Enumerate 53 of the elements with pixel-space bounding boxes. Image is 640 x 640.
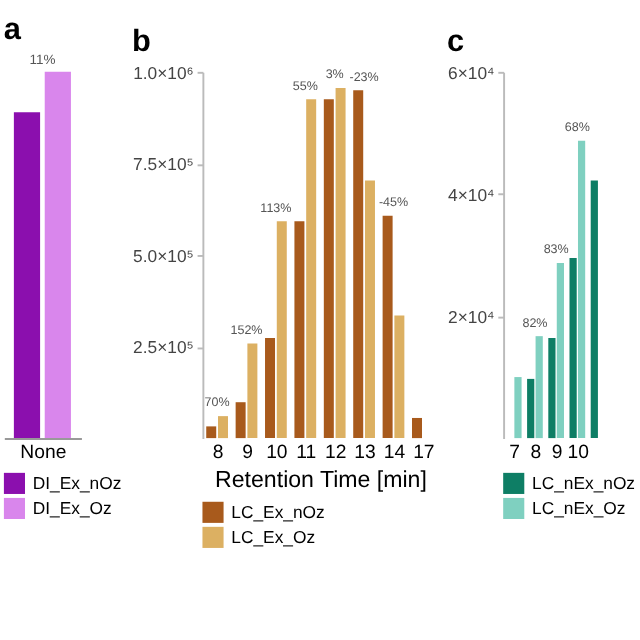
bar bbox=[535, 336, 543, 439]
y-tick-label: 2×10⁴ bbox=[448, 306, 496, 327]
bar bbox=[514, 377, 522, 439]
bar bbox=[206, 426, 217, 439]
bar bbox=[306, 99, 317, 439]
x-tick-label: 11 bbox=[296, 442, 317, 465]
y-tick-label: 5.0×10⁵ bbox=[133, 245, 195, 266]
bar bbox=[577, 140, 586, 439]
y-tick-label: 6×10⁴ bbox=[448, 62, 496, 83]
bar bbox=[265, 338, 276, 439]
chart-title: b bbox=[132, 24, 151, 59]
bar bbox=[412, 417, 423, 439]
bar bbox=[217, 416, 228, 439]
legend-label: LC_nEx_Oz bbox=[532, 498, 626, 519]
y-tick-label: 7.5×10⁵ bbox=[133, 154, 195, 175]
x-tick-label: 17 bbox=[413, 442, 435, 465]
x-tick-label: 10 bbox=[266, 442, 288, 465]
x-tick-label: 9 bbox=[242, 442, 253, 465]
bar bbox=[527, 378, 535, 439]
legend-label: LC_Ex_nOz bbox=[231, 502, 325, 523]
bar bbox=[353, 90, 364, 439]
x-axis-title: Retention Time [min] bbox=[215, 469, 427, 494]
bar bbox=[247, 343, 258, 439]
x-tick-label: None bbox=[20, 442, 67, 465]
x-tick-label: 12 bbox=[324, 442, 347, 465]
bar bbox=[382, 215, 393, 439]
x-tick-label: 13 bbox=[354, 442, 376, 465]
bar bbox=[364, 180, 375, 439]
legend-label: LC_Ex_Oz bbox=[231, 527, 316, 548]
legend-label: LC_nEx_nOz bbox=[532, 473, 636, 494]
bar bbox=[590, 180, 598, 439]
chart-title: a bbox=[3, 13, 22, 48]
bar bbox=[548, 338, 556, 439]
x-tick-label: 9 bbox=[551, 442, 563, 465]
x-tick-label: 8 bbox=[212, 442, 224, 465]
bar bbox=[294, 221, 305, 439]
bar bbox=[394, 315, 405, 439]
bar bbox=[323, 99, 334, 439]
x-tick-label: 10 bbox=[567, 442, 590, 465]
bar bbox=[556, 262, 564, 439]
legend-label: DI_Ex_Oz bbox=[32, 498, 112, 519]
y-tick-label: 2.5×10⁵ bbox=[133, 337, 195, 358]
x-tick-label: 14 bbox=[383, 442, 407, 465]
legend-label: DI_Ex_nOz bbox=[32, 473, 122, 494]
bar bbox=[335, 87, 346, 439]
y-tick-label: 4×10⁴ bbox=[448, 184, 496, 205]
bar bbox=[235, 402, 246, 439]
bar bbox=[569, 258, 577, 439]
y-tick-label: 1.0×10⁶ bbox=[133, 62, 195, 83]
chart-title: c bbox=[446, 24, 465, 59]
bar bbox=[276, 221, 287, 439]
x-tick-label: 7 bbox=[509, 442, 521, 465]
x-tick-label: 8 bbox=[530, 442, 542, 465]
